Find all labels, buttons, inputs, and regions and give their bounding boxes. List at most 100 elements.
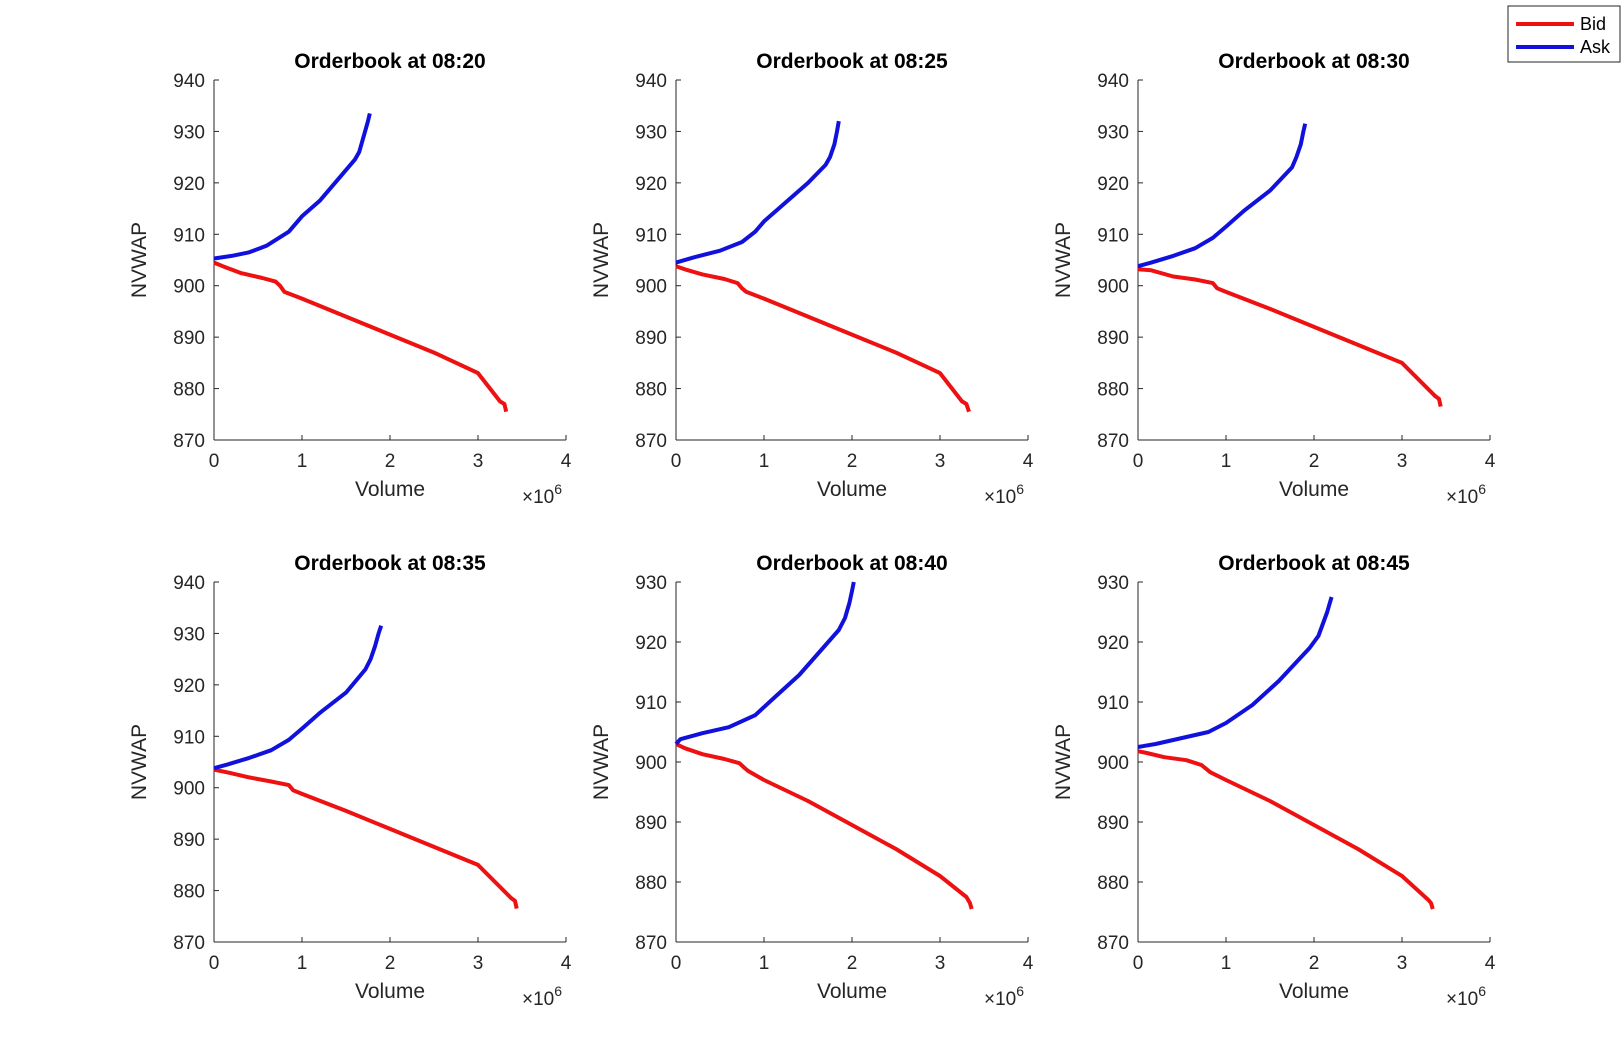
y-tick-label: 890 bbox=[1097, 813, 1129, 834]
x-exponent-label: ×106 bbox=[1446, 983, 1486, 1010]
x-tick-label: 1 bbox=[1221, 953, 1232, 974]
x-exponent-label: ×106 bbox=[1446, 481, 1486, 508]
x-tick-label: 3 bbox=[1397, 451, 1408, 472]
y-tick-label: 900 bbox=[1097, 753, 1129, 774]
y-tick-label: 930 bbox=[635, 122, 667, 143]
y-tick-label: 930 bbox=[173, 624, 205, 645]
x-tick-label: 3 bbox=[1397, 953, 1408, 974]
series-line-ask bbox=[1137, 123, 1308, 269]
x-tick-label: 4 bbox=[561, 451, 572, 472]
x-tick-label: 0 bbox=[671, 953, 682, 974]
series-line-bid bbox=[213, 260, 509, 413]
y-tick-label: 910 bbox=[635, 225, 667, 246]
y-tick-label: 900 bbox=[173, 779, 205, 800]
y-tick-label: 870 bbox=[635, 933, 667, 954]
chart-title: Orderbook at 08:40 bbox=[756, 552, 947, 575]
y-tick-label: 930 bbox=[1097, 122, 1129, 143]
x-tick-label: 1 bbox=[759, 451, 770, 472]
x-exponent-label: ×106 bbox=[984, 481, 1024, 508]
x-tick-label: 2 bbox=[1309, 953, 1320, 974]
y-tick-label: 890 bbox=[635, 328, 667, 349]
series-line-bid bbox=[213, 767, 519, 910]
subplot-3: 0 1 2 3 4 870 880 890 900 910 920 930 940 Orderbook a… bbox=[1052, 50, 1496, 508]
y-tick-label: 910 bbox=[173, 225, 205, 246]
y-tick-label: 900 bbox=[635, 277, 667, 298]
subplot-grid: 0 1 2 3 4 870 880 890 900 910 920 930 940 Orderbook a… bbox=[128, 50, 1496, 1010]
y-axis-label: NVWAP bbox=[128, 222, 151, 298]
y-tick-label: 880 bbox=[1097, 873, 1129, 894]
y-tick-label: 880 bbox=[635, 873, 667, 894]
x-tick-label: 1 bbox=[759, 953, 770, 974]
y-tick-label: 880 bbox=[1097, 380, 1129, 401]
x-tick-label: 2 bbox=[847, 953, 858, 974]
y-tick-label: 940 bbox=[173, 573, 205, 594]
y-tick-label: 870 bbox=[173, 933, 205, 954]
series-line-ask bbox=[675, 120, 841, 265]
y-tick-label: 940 bbox=[635, 71, 667, 92]
legend-box bbox=[1507, 5, 1621, 63]
x-tick-label: 3 bbox=[473, 953, 484, 974]
x-tick-label: 0 bbox=[671, 451, 682, 472]
subplot-2: 0 1 2 3 4 870 880 890 900 910 920 930 940 Orderbook a… bbox=[590, 50, 1034, 508]
x-tick-label: 2 bbox=[847, 451, 858, 472]
chart-title: Orderbook at 08:35 bbox=[294, 552, 486, 575]
y-tick-label: 920 bbox=[1097, 633, 1129, 654]
y-tick-label: 910 bbox=[1097, 693, 1129, 714]
y-tick-label: 920 bbox=[635, 633, 667, 654]
series-line-bid bbox=[675, 742, 974, 910]
series-line-bid bbox=[1137, 267, 1443, 408]
x-tick-label: 4 bbox=[1023, 451, 1034, 472]
y-tick-label: 910 bbox=[635, 693, 667, 714]
x-tick-label: 1 bbox=[1221, 451, 1232, 472]
y-axis-label: NVWAP bbox=[1052, 222, 1075, 298]
x-tick-label: 0 bbox=[1133, 953, 1144, 974]
y-tick-label: 930 bbox=[173, 122, 205, 143]
y-tick-label: 920 bbox=[173, 174, 205, 195]
x-tick-label: 0 bbox=[209, 953, 220, 974]
y-tick-label: 930 bbox=[1097, 573, 1129, 594]
series-line-ask bbox=[213, 112, 372, 261]
x-tick-label: 4 bbox=[1485, 953, 1496, 974]
series-line-ask bbox=[674, 581, 856, 746]
y-tick-label: 880 bbox=[173, 882, 205, 903]
x-exponent-label: ×106 bbox=[522, 481, 562, 508]
y-tick-label: 870 bbox=[1097, 933, 1129, 954]
y-tick-label: 920 bbox=[173, 676, 205, 697]
x-tick-label: 3 bbox=[935, 953, 946, 974]
x-exponent-label: ×106 bbox=[984, 983, 1024, 1010]
x-exponent-label: ×106 bbox=[522, 983, 562, 1010]
chart-title: Orderbook at 08:20 bbox=[294, 50, 485, 73]
x-tick-label: 4 bbox=[1023, 953, 1034, 974]
y-tick-label: 870 bbox=[635, 431, 667, 452]
legend-label-ask: Ask bbox=[1580, 37, 1611, 57]
x-tick-label: 1 bbox=[297, 953, 308, 974]
y-tick-label: 900 bbox=[173, 277, 205, 298]
x-tick-label: 2 bbox=[385, 953, 396, 974]
x-tick-label: 2 bbox=[385, 451, 396, 472]
y-tick-label: 900 bbox=[635, 753, 667, 774]
x-tick-label: 0 bbox=[209, 451, 220, 472]
y-tick-label: 930 bbox=[635, 573, 667, 594]
y-tick-label: 880 bbox=[635, 380, 667, 401]
x-tick-label: 2 bbox=[1309, 451, 1320, 472]
y-axis-label: NVWAP bbox=[128, 724, 151, 800]
y-tick-label: 890 bbox=[173, 830, 205, 851]
y-axis-label: NVWAP bbox=[1052, 724, 1075, 800]
chart-title: Orderbook at 08:25 bbox=[756, 50, 948, 73]
legend-label-bid: Bid bbox=[1580, 14, 1606, 34]
y-tick-label: 920 bbox=[635, 174, 667, 195]
chart-title: Orderbook at 08:30 bbox=[1218, 50, 1409, 73]
series-line-bid bbox=[1137, 749, 1435, 910]
figure-legend: Bid Ask bbox=[1507, 5, 1621, 63]
x-axis-label: Volume bbox=[355, 980, 425, 1003]
y-tick-label: 880 bbox=[173, 380, 205, 401]
series-line-bid bbox=[675, 264, 971, 413]
x-axis-label: Volume bbox=[817, 478, 887, 501]
y-tick-label: 900 bbox=[1097, 277, 1129, 298]
x-tick-label: 4 bbox=[1485, 451, 1496, 472]
y-tick-label: 940 bbox=[173, 71, 205, 92]
y-tick-label: 910 bbox=[173, 727, 205, 748]
y-tick-label: 890 bbox=[635, 813, 667, 834]
